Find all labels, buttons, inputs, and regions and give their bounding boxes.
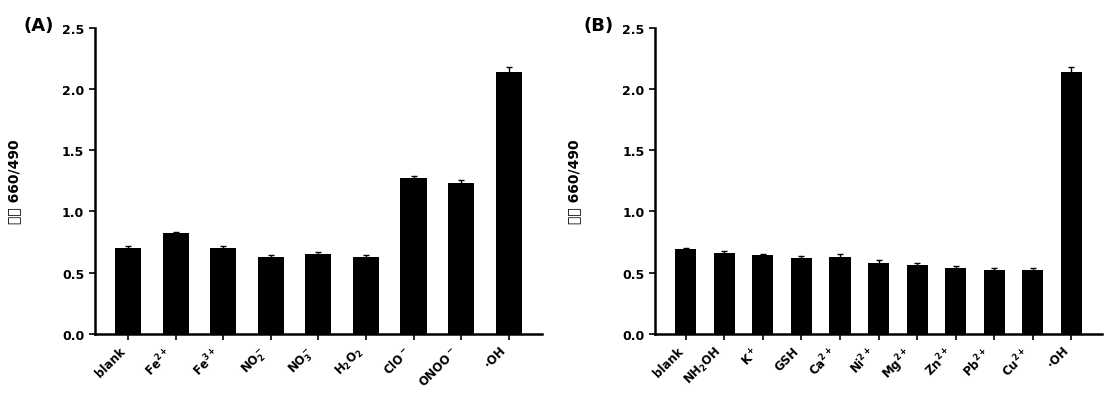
Bar — [162, 234, 189, 334]
Bar — [1061, 73, 1082, 334]
Bar — [401, 179, 426, 334]
Bar — [714, 254, 735, 334]
Bar — [675, 249, 696, 334]
Text: (A): (A) — [23, 17, 54, 35]
Bar — [946, 268, 967, 334]
Bar — [868, 263, 890, 334]
Text: (B): (B) — [583, 17, 613, 35]
Bar — [352, 257, 379, 334]
Bar — [305, 255, 331, 334]
Bar — [829, 257, 850, 334]
Bar — [906, 266, 928, 334]
Bar — [752, 256, 773, 334]
Text: 强度 660/490: 强度 660/490 — [567, 139, 581, 224]
Bar — [496, 73, 521, 334]
Bar — [984, 271, 1005, 334]
Bar — [1023, 271, 1043, 334]
Bar — [791, 258, 812, 334]
Bar — [115, 248, 141, 334]
Text: 强度 660/490: 强度 660/490 — [7, 139, 21, 224]
Bar — [210, 248, 236, 334]
Bar — [448, 184, 474, 334]
Bar — [257, 257, 284, 334]
